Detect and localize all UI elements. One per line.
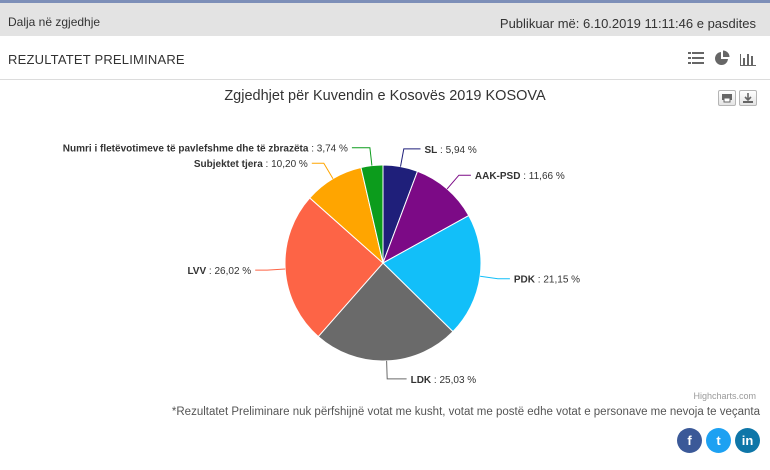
- connector-aak-psd: [446, 174, 471, 190]
- bar-chart-icon[interactable]: [740, 50, 756, 66]
- print-icon[interactable]: [718, 90, 736, 106]
- download-icon[interactable]: [739, 90, 757, 106]
- social-share: f t in: [677, 428, 760, 453]
- connector-subjektet-tjera: [311, 162, 334, 179]
- linkedin-icon[interactable]: in: [735, 428, 760, 453]
- connector-sl: [400, 148, 421, 167]
- data-label-subjektet-tjera: Subjektet tjera : 10,20 %: [194, 159, 308, 170]
- connector-ldk: [386, 360, 407, 380]
- footnote: *Rezultatet Preliminare nuk përfshijnë v…: [171, 406, 760, 418]
- pie-slice-numri-i-fletevotimeve-te-pavlefshme-dhe-te-zbrazeta[interactable]: [360, 164, 384, 264]
- data-label-pdk: PDK : 21,15 %: [514, 275, 580, 286]
- results-section-header: REZULTATET PRELIMINARE: [0, 36, 770, 80]
- top-bar: Dalja në zgjedhje Publikuar më: 6.10.201…: [0, 0, 770, 36]
- data-label-aak-psd: AAK-PSD : 11,66 %: [475, 171, 565, 182]
- data-label-sl: SL : 5,94 %: [425, 145, 477, 156]
- highcharts-credits[interactable]: Highcharts.com: [693, 391, 756, 401]
- data-label-lvv: LVV : 26,02 %: [187, 266, 251, 277]
- chart-title: Zgjedhjet për Kuvendin e Kosovës 2019 KO…: [224, 88, 546, 104]
- pie-icon[interactable]: [714, 50, 730, 66]
- view-switcher: [688, 50, 756, 66]
- twitter-icon[interactable]: t: [706, 428, 731, 453]
- pie-slice-lvv[interactable]: [284, 197, 384, 338]
- pie-slice-aak-psd[interactable]: [382, 170, 470, 265]
- facebook-icon[interactable]: f: [677, 428, 702, 453]
- pie-slice-ldk[interactable]: [317, 262, 454, 362]
- pie-slice-pdk[interactable]: [382, 214, 482, 333]
- list-icon[interactable]: [688, 50, 704, 66]
- connector-pdk: [480, 275, 510, 280]
- back-to-elections-link[interactable]: Dalja në zgjedhje: [8, 15, 101, 29]
- data-label-numri-i-fletevotimeve-te-pavlefshme-dhe-te-zbrazeta: Numri i fletëvotimeve të pavlefshme dhe …: [63, 144, 348, 155]
- data-label-ldk: LDK : 25,03 %: [411, 375, 477, 386]
- section-title: REZULTATET PRELIMINARE: [8, 52, 185, 67]
- published-timestamp: Publikuar më: 6.10.2019 11:11:46 e pasdi…: [499, 16, 756, 31]
- connector-numri-i-fletevotimeve-te-pavlefshme-dhe-te-zbrazeta: [351, 147, 373, 166]
- connector-lvv: [255, 268, 286, 271]
